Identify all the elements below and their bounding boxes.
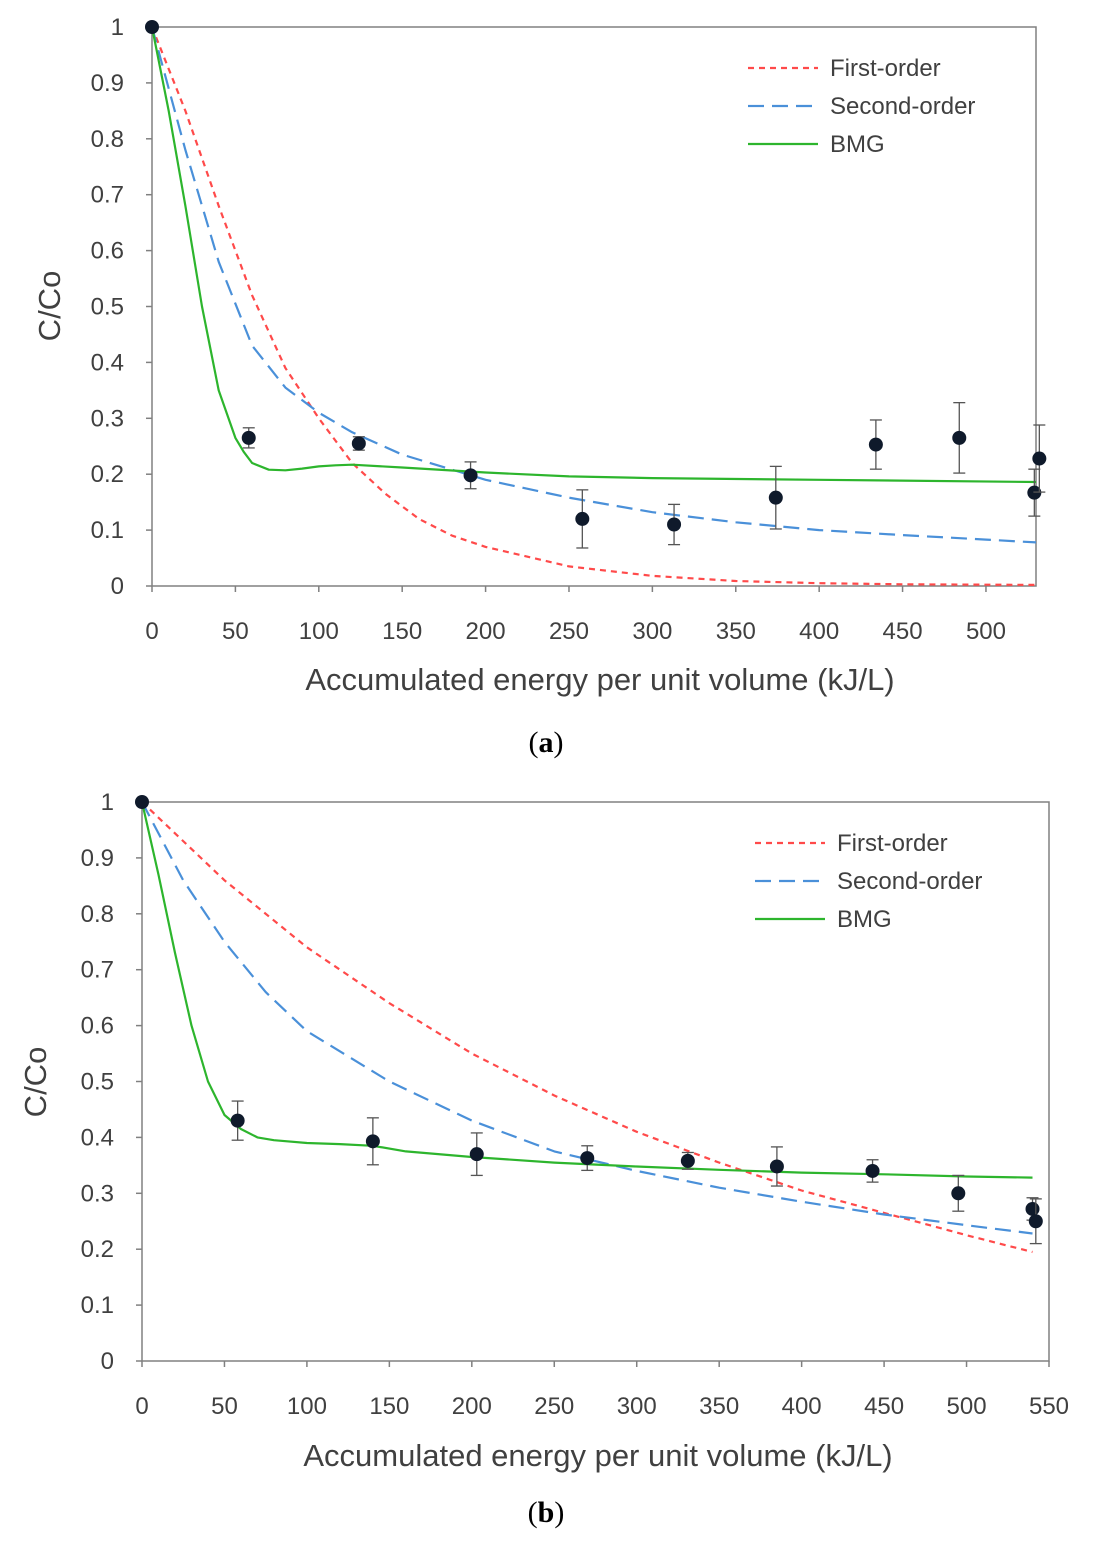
x-tick-label-b: 400 — [782, 1393, 822, 1420]
data-point-a — [768, 490, 783, 505]
y-tick-label-a: 0.8 — [91, 126, 124, 153]
legend-label-bmg-b: BMG — [837, 906, 892, 933]
chart-panel-a: 0 0.1 0.2 0.3 0.4 0.5 0.6 0.7 0.8 0.9 1 0 50 100 150 20… — [32, 14, 1047, 759]
data-point-b — [580, 1151, 595, 1166]
x-tick-label-a: 500 — [966, 618, 1006, 645]
y-tick-label-a: 1 — [111, 14, 124, 41]
y-axis-label-a: C/Co — [32, 271, 67, 342]
legend-label-second-order-a: Second-order — [830, 93, 975, 120]
data-point-a — [351, 436, 366, 451]
data-point-b — [680, 1153, 695, 1168]
x-tick-label-a: 0 — [145, 618, 158, 645]
y-tick-label-b: 1 — [101, 789, 114, 816]
plot-area-b: 0 0.1 0.2 0.3 0.4 0.5 0.6 0.7 0.8 0.9 1 0 50 100 150 20… — [81, 789, 1069, 1420]
data-point-b — [769, 1159, 784, 1174]
series-line-bmg-a — [150, 26, 1037, 484]
data-point-b — [1025, 1201, 1040, 1216]
series-line-second-order-a — [150, 26, 1037, 544]
data-point-b — [951, 1186, 966, 1201]
y-tick-label-a: 0.3 — [91, 405, 124, 432]
data-point-b — [135, 795, 149, 809]
x-tick-label-b: 300 — [617, 1393, 657, 1420]
x-tick-label-a: 300 — [632, 618, 672, 645]
x-tick-label-b: 200 — [452, 1393, 492, 1420]
series-line-first-order-b — [141, 801, 1033, 1254]
data-point-b — [865, 1163, 880, 1178]
x-tick-label-a: 250 — [549, 618, 589, 645]
legend-label-second-order-b: Second-order — [837, 868, 982, 895]
panel-caption-a: (a) — [529, 726, 564, 759]
y-tick-label-b: 0.3 — [81, 1180, 114, 1207]
legend-b: First-order Second-order BMG — [755, 830, 982, 933]
data-point-a — [145, 20, 159, 34]
data-point-a — [463, 468, 478, 483]
panel-caption-letter-a: a — [539, 726, 554, 759]
data-point-b — [1028, 1214, 1043, 1229]
x-tick-label-b: 500 — [947, 1393, 987, 1420]
x-tick-label-a: 100 — [299, 618, 339, 645]
chart-panel-b: 0 0.1 0.2 0.3 0.4 0.5 0.6 0.7 0.8 0.9 1 0 50 100 150 20… — [18, 789, 1069, 1529]
y-tick-label-b: 0.9 — [81, 845, 114, 872]
x-tick-label-b: 550 — [1029, 1393, 1069, 1420]
y-tick-label-a: 0.7 — [91, 182, 124, 209]
y-tick-label-a: 0.5 — [91, 294, 124, 321]
x-tick-label-b: 100 — [287, 1393, 327, 1420]
x-tick-label-b: 150 — [369, 1393, 409, 1420]
series-line-second-order-b — [141, 801, 1033, 1235]
series-line-first-order-a — [150, 26, 1037, 587]
y-tick-label-a: 0.4 — [91, 349, 124, 376]
y-tick-label-b: 0.5 — [81, 1069, 114, 1096]
x-tick-label-a: 50 — [222, 618, 249, 645]
y-tick-label-b: 0.8 — [81, 901, 114, 928]
legend-label-bmg-a: BMG — [830, 131, 885, 158]
data-point-b — [365, 1134, 380, 1149]
legend-a: First-order Second-order BMG — [748, 55, 975, 158]
x-tick-label-a: 200 — [466, 618, 506, 645]
y-tick-label-b: 0.2 — [81, 1236, 114, 1263]
data-point-b — [230, 1113, 245, 1128]
y-tick-label-b: 0.1 — [81, 1292, 114, 1319]
y-tick-label-a: 0.6 — [91, 238, 124, 265]
x-tick-label-a: 150 — [382, 618, 422, 645]
plot-area-a: 0 0.1 0.2 0.3 0.4 0.5 0.6 0.7 0.8 0.9 1 0 50 100 150 20… — [91, 14, 1047, 645]
x-tick-label-b: 350 — [699, 1393, 739, 1420]
y-tick-label-b: 0.4 — [81, 1124, 114, 1151]
y-tick-label-b: 0.7 — [81, 957, 114, 984]
y-tick-label-b: 0.6 — [81, 1013, 114, 1040]
data-point-a — [667, 517, 682, 532]
data-point-a — [952, 430, 967, 445]
data-point-a — [868, 437, 883, 452]
legend-label-first-order-a: First-order — [830, 55, 941, 82]
y-tick-label-a: 0.1 — [91, 517, 124, 544]
x-tick-label-b: 450 — [864, 1393, 904, 1420]
x-tick-label-a: 400 — [799, 618, 839, 645]
data-point-b — [469, 1147, 484, 1162]
data-point-a — [1032, 451, 1047, 466]
data-point-a — [241, 430, 256, 445]
x-tick-label-b: 250 — [534, 1393, 574, 1420]
x-axis-label-b: Accumulated energy per unit volume (kJ/L… — [303, 1438, 892, 1473]
x-tick-label-a: 350 — [716, 618, 756, 645]
data-point-a — [575, 511, 590, 526]
panel-caption-b: (b) — [528, 1496, 565, 1529]
legend-label-first-order-b: First-order — [837, 830, 948, 857]
y-tick-label-a: 0 — [111, 573, 124, 600]
y-tick-label-a: 0.9 — [91, 70, 124, 97]
x-tick-label-b: 50 — [211, 1393, 238, 1420]
x-tick-label-b: 0 — [135, 1393, 148, 1420]
y-tick-label-b: 0 — [101, 1348, 114, 1375]
x-tick-label-a: 450 — [883, 618, 923, 645]
y-axis-label-b: C/Co — [18, 1047, 53, 1118]
y-tick-label-a: 0.2 — [91, 461, 124, 488]
panel-caption-letter-b: b — [538, 1496, 555, 1529]
series-line-bmg-b — [140, 801, 1033, 1179]
x-axis-label-a: Accumulated energy per unit volume (kJ/L… — [305, 662, 894, 697]
